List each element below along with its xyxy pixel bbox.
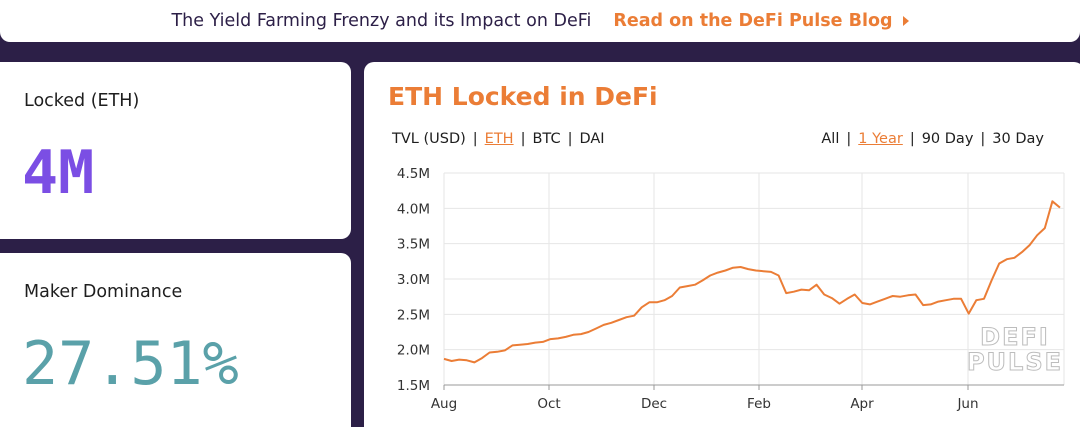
chart-axes: 1.5M 2.0M 2.5M 3.0M 3.5M 4.0M 4.5M Aug Oct Dec Feb… [397, 166, 1064, 412]
chart-grid [443, 172, 1065, 390]
banner-text: The Yield Farming Frenzy and its Impact … [171, 11, 592, 31]
toggle-btc[interactable]: BTC [532, 131, 561, 147]
watermark-line-1: DEFI [980, 323, 1050, 351]
x-tick-label: Dec [641, 396, 667, 412]
maker-dominance-value: 27.51% [22, 329, 239, 399]
y-tick-label: 4.5M [397, 166, 430, 182]
chart-card: ETH Locked in DeFi TVL (USD) | ETH | BTC… [364, 62, 1080, 427]
y-tick-label: 4.0M [397, 201, 430, 217]
chart-series [443, 200, 1061, 364]
locked-eth-value: 4M [22, 138, 95, 208]
toggle-dai[interactable]: DAI [579, 131, 605, 147]
y-tick-label: 2.0M [397, 343, 430, 359]
eth-locked-chart[interactable]: 1.5M 2.0M 2.5M 3.0M 3.5M 4.0M 4.5M Aug Oct Dec Feb… [364, 62, 1080, 427]
range-1-year[interactable]: 1 Year [858, 131, 903, 147]
separator: | [520, 131, 526, 147]
separator: | [567, 131, 573, 147]
range-30-day[interactable]: 30 Day [992, 131, 1044, 147]
toggle-tvl-usd[interactable]: TVL (USD) [392, 131, 466, 147]
range-90-day[interactable]: 90 Day [921, 131, 974, 147]
y-tick-label: 3.5M [397, 237, 430, 253]
locked-eth-card: Locked (ETH) 4M [0, 62, 351, 239]
locked-eth-label: Locked (ETH) [24, 91, 140, 111]
maker-dominance-card: Maker Dominance 27.51% [0, 253, 351, 427]
range-toggle-group: All | 1 Year | 90 Day | 30 Day [821, 131, 1044, 147]
range-all[interactable]: All [821, 131, 840, 147]
separator: | [980, 131, 986, 147]
x-tick-label: Aug [431, 396, 457, 412]
separator: | [472, 131, 478, 147]
separator: | [909, 131, 915, 147]
watermark-line-2: PULSE [967, 348, 1063, 376]
chart-title: ETH Locked in DeFi [388, 82, 658, 111]
toggle-eth[interactable]: ETH [484, 131, 514, 147]
blog-link[interactable]: Read on the DeFi Pulse Blog [613, 11, 909, 31]
promo-banner: The Yield Farming Frenzy and its Impact … [0, 0, 1080, 42]
y-tick-label: 1.5M [397, 378, 430, 394]
x-tick-label: Jun [956, 396, 978, 412]
maker-dominance-label: Maker Dominance [24, 282, 183, 302]
eth-locked-line [443, 200, 1061, 364]
y-tick-label: 2.5M [397, 307, 430, 323]
x-tick-label: Feb [747, 396, 771, 412]
separator: | [846, 131, 852, 147]
y-tick-label: 3.0M [397, 272, 430, 288]
blog-link-label[interactable]: Read on the DeFi Pulse Blog [613, 11, 893, 31]
x-tick-label: Apr [850, 396, 874, 412]
currency-toggle-group: TVL (USD) | ETH | BTC | DAI [392, 131, 605, 147]
x-tick-label: Oct [537, 396, 560, 412]
caret-right-icon[interactable] [902, 16, 909, 26]
defi-pulse-watermark: DEFI PULSE [966, 323, 1063, 377]
